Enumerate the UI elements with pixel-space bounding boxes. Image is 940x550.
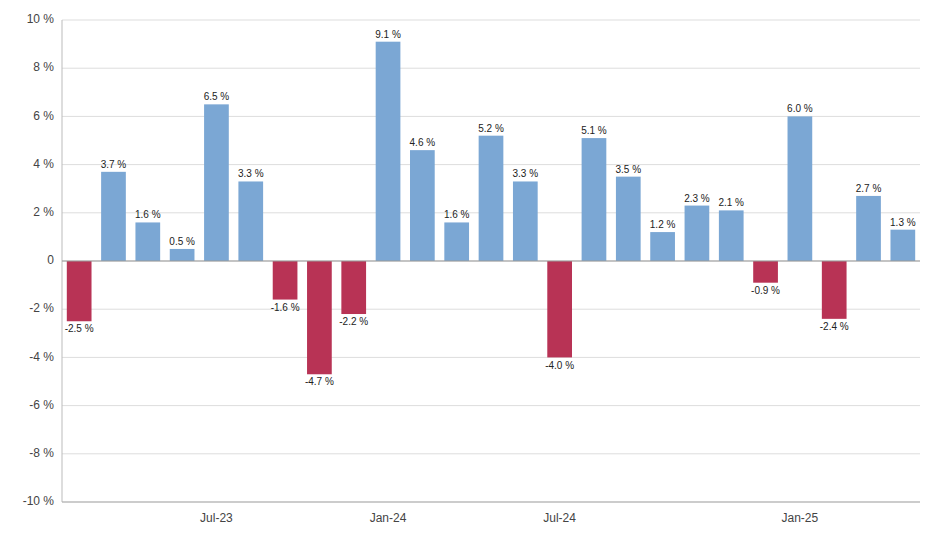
bar — [788, 116, 813, 261]
grid-line — [62, 502, 920, 503]
y-tick-label: -4 % — [29, 350, 54, 364]
y-tick-label: -2 % — [29, 301, 54, 315]
y-tick-label: 0 — [47, 253, 54, 267]
grid — [62, 20, 920, 502]
grid-line — [62, 68, 920, 69]
bar — [890, 230, 915, 261]
y-tick-label: 8 % — [33, 60, 54, 74]
bar — [753, 261, 778, 283]
bar — [376, 42, 401, 261]
bar — [135, 222, 160, 261]
bar — [822, 261, 847, 319]
data-label: 1.6 % — [444, 209, 470, 220]
y-tick-label: 2 % — [33, 205, 54, 219]
y-tick-label: 10 % — [27, 12, 55, 26]
y-tick-label: -6 % — [29, 398, 54, 412]
bar — [856, 196, 881, 261]
data-label: 6.0 % — [787, 103, 813, 114]
x-tick-label: Jul-24 — [543, 511, 576, 525]
data-label: 4.6 % — [410, 137, 436, 148]
bar — [479, 136, 504, 261]
bar — [547, 261, 572, 357]
data-label: 1.6 % — [135, 209, 161, 220]
data-label: -2.2 % — [339, 316, 368, 327]
y-tick-label: 4 % — [33, 157, 54, 171]
data-label: 5.2 % — [478, 123, 504, 134]
bar — [204, 104, 229, 261]
bar — [307, 261, 332, 374]
bars — [67, 42, 915, 375]
data-labels: -2.5 % 3.7 % 1.6 % 0.5 % 6.5 % 3.3 % -1.6 % -4.… — [65, 29, 916, 388]
data-label: -2.4 % — [820, 321, 849, 332]
y-tick-label: -8 % — [29, 446, 54, 460]
bar — [616, 177, 641, 261]
data-label: -0.9 % — [751, 285, 780, 296]
grid-line — [62, 20, 920, 21]
grid-line — [62, 357, 920, 358]
bar — [685, 206, 710, 261]
y-axis: -10 % -8 % -6 % -4 % -2 % 0 2 % 4 % 6 % 8 % 10 % — [23, 12, 55, 508]
grid-line — [62, 261, 920, 262]
data-label: 1.2 % — [650, 219, 676, 230]
bar — [170, 249, 195, 261]
grid-line — [62, 453, 920, 454]
data-label: 2.7 % — [856, 183, 882, 194]
bar — [101, 172, 126, 261]
data-label: 2.3 % — [684, 193, 710, 204]
data-label: 5.1 % — [581, 125, 607, 136]
data-label: -1.6 % — [271, 302, 300, 313]
y-tick-label: -10 % — [23, 494, 55, 508]
grid-line — [62, 309, 920, 310]
y-tick-label: 6 % — [33, 109, 54, 123]
bar — [341, 261, 366, 314]
x-axis: Jul-23 Jan-24 Jul-24 Jan-25 — [200, 511, 818, 525]
bar — [513, 181, 538, 261]
data-label: 9.1 % — [375, 29, 401, 40]
bar — [67, 261, 92, 321]
bar — [719, 210, 744, 261]
x-tick-label: Jan-25 — [782, 511, 819, 525]
data-label: 0.5 % — [169, 236, 195, 247]
data-label: 6.5 % — [204, 91, 230, 102]
bar — [410, 150, 435, 261]
data-label: 3.5 % — [615, 164, 641, 175]
data-label: -2.5 % — [65, 323, 94, 334]
data-label: 2.1 % — [718, 197, 744, 208]
data-label: 3.7 % — [101, 159, 127, 170]
chart: -10 % -8 % -6 % -4 % -2 % 0 2 % 4 % 6 % 8 % 10 % -2… — [0, 0, 940, 550]
data-label: 3.3 % — [238, 168, 264, 179]
x-axis-line — [62, 502, 920, 503]
bar — [650, 232, 675, 261]
grid-line — [62, 405, 920, 406]
bar — [582, 138, 607, 261]
data-label: -4.0 % — [545, 360, 574, 371]
x-tick-label: Jul-23 — [200, 511, 233, 525]
data-label: 3.3 % — [513, 168, 539, 179]
bar — [444, 222, 469, 261]
data-label: 1.3 % — [890, 217, 916, 228]
bar — [238, 181, 263, 261]
zero-line — [62, 261, 920, 262]
x-tick-label: Jan-24 — [370, 511, 407, 525]
data-label: -4.7 % — [305, 376, 334, 387]
bar — [273, 261, 298, 300]
